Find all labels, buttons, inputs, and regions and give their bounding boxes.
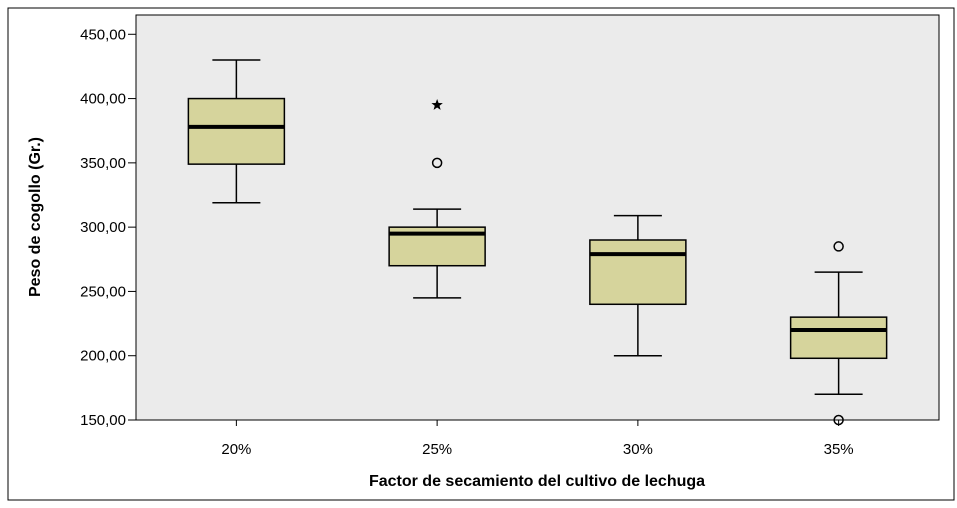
y-tick-label: 350,00 [80, 155, 126, 172]
outlier-point [833, 241, 844, 252]
y-axis: 150,00 200,00 250,00 300,00 350,00 400,00 450,… [80, 26, 136, 429]
y-tick-label: 200,00 [80, 348, 126, 365]
box-group [388, 99, 486, 299]
y-tick-label: 150,00 [80, 412, 126, 429]
boxes [187, 59, 888, 426]
y-tick-label: 400,00 [80, 91, 126, 108]
y-tick-label: 250,00 [80, 283, 126, 300]
box [589, 239, 687, 306]
box [187, 97, 286, 165]
outlier-point [833, 414, 844, 426]
box [789, 316, 888, 360]
box-group [187, 59, 286, 204]
plot-area [135, 14, 940, 421]
x-tick-label: 35% [824, 441, 854, 458]
y-axis-title: Peso de cogollo (Gr.) [27, 137, 44, 297]
x-tick-label: 25% [422, 441, 452, 458]
y-tick-label: 300,00 [80, 219, 126, 236]
x-tick-label: 30% [623, 441, 653, 458]
y-tick-label: 450,00 [80, 26, 126, 43]
x-tick-label: 20% [221, 441, 251, 458]
x-axis: 20% 25% 30% 35% [221, 420, 854, 458]
box-group [589, 214, 687, 357]
x-axis-title: Factor de secamiento del cultivo de lech… [369, 473, 705, 490]
outlier-point [431, 157, 443, 169]
extreme-point [431, 99, 443, 110]
box-group [789, 241, 888, 426]
